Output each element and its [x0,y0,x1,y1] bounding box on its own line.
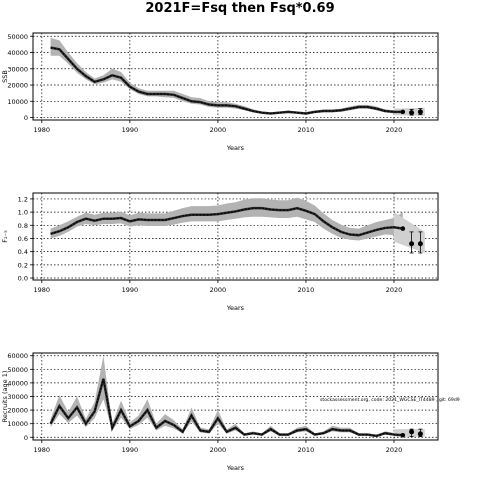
x-tick-label: 1980 [34,286,51,294]
y-tick-label: 50000 [7,33,28,41]
y-tick-label: 0.2 [18,261,28,269]
x-tick-label: 2010 [298,446,315,454]
projection-point [409,241,415,247]
estimate-line-dotted [50,47,403,115]
x-axis-label: Years [226,144,245,152]
y-tick-label: 10000 [7,420,28,428]
y-tick-label: 40000 [7,379,28,387]
y-tick-label: 20000 [7,407,28,415]
x-tick-label: 1980 [34,446,51,454]
projection-point [417,431,423,437]
x-axis-label: Years [226,304,245,312]
chart-title: 2021F=Fsq then Fsq*0.69 [145,1,335,16]
projection-point [409,110,415,116]
x-axis-label: Years [226,464,245,472]
y-tick-label: 10000 [7,98,28,106]
estimate-point [400,432,406,438]
projection-point [417,241,423,247]
axes-frame [32,192,439,281]
y-tick-label: 30000 [7,65,28,73]
y-axis-label: SSB [1,70,9,83]
x-tick-label: 2020 [386,126,403,134]
y-tick-label: 50000 [7,366,28,374]
estimate-line-dotted [50,207,403,236]
x-tick-label: 1990 [122,286,139,294]
x-tick-label: 1980 [34,126,51,134]
y-tick-label: 0 [24,434,28,442]
confidence-band [50,355,403,437]
y-axis-label: F₂₋₅ [1,230,9,243]
estimate-line-dotted [50,378,403,437]
y-tick-label: 0.4 [18,248,28,256]
x-tick-label: 2000 [210,126,227,134]
y-tick-label: 0.6 [18,235,28,243]
x-tick-label: 2010 [298,286,315,294]
annotation-text: stockassessment.org, code: 2021_WGCSE_IT… [320,397,460,403]
y-tick-label: 0.8 [18,222,28,230]
x-tick-label: 2020 [386,446,403,454]
estimate-point [400,226,406,231]
x-tick-label: 2010 [298,126,315,134]
confidence-band [50,37,403,115]
y-tick-label: 60000 [7,352,28,360]
x-tick-label: 2000 [210,286,227,294]
y-axis-label: Recruits (age 1) [1,371,9,423]
y-tick-label: 1.2 [18,195,28,203]
y-tick-label: 0 [24,114,28,122]
x-tick-label: 2000 [210,446,227,454]
x-tick-label: 2020 [386,286,403,294]
projection-point [409,429,415,435]
x-tick-label: 1990 [122,446,139,454]
y-tick-label: 40000 [7,49,28,57]
y-tick-label: 30000 [7,393,28,401]
y-tick-label: 1.0 [18,209,28,217]
y-tick-label: 0.0 [18,275,28,283]
projection-band [393,212,425,253]
confidence-band [50,197,403,242]
x-tick-label: 1990 [122,126,139,134]
axes-frame [32,32,439,121]
y-tick-label: 20000 [7,82,28,90]
projection-point [417,109,423,115]
estimate-point [400,109,406,115]
